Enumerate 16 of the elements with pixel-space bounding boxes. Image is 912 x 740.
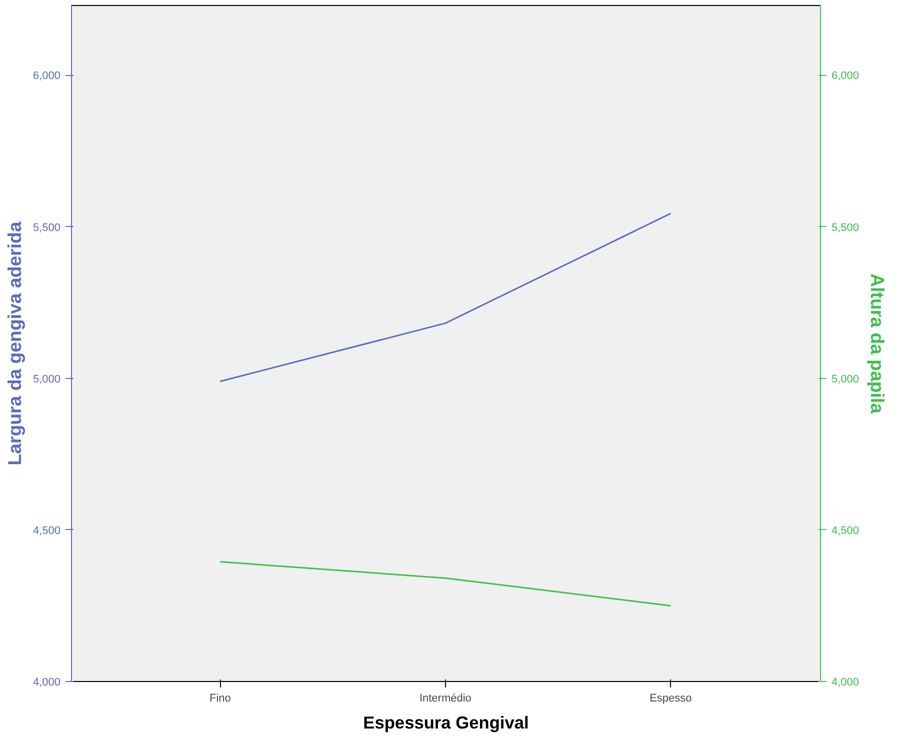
y-tick-label: 5,500 bbox=[32, 222, 61, 234]
y2-tick-label: 4,500 bbox=[832, 524, 860, 537]
x-tick-label: Espesso bbox=[650, 692, 692, 704]
x-tick-label: Fino bbox=[209, 692, 231, 704]
x-tick-label: Intermédio bbox=[419, 692, 472, 704]
y-tick-label: 4,000 bbox=[32, 676, 61, 688]
y-tick-label: 6,000 bbox=[32, 70, 61, 82]
y-tick-label: 4,500 bbox=[32, 524, 61, 537]
x-axis-title: Espessura Gengival bbox=[363, 712, 529, 732]
y2-tick-label: 6,000 bbox=[832, 70, 860, 82]
y2-tick-label: 4,000 bbox=[832, 676, 860, 688]
y2-tick-label: 5,000 bbox=[832, 373, 860, 386]
y2-tick-label: 5,500 bbox=[832, 222, 860, 234]
y2-axis-title: Altura da papila bbox=[867, 274, 888, 414]
y-axis-title: Largura da gengiva aderida bbox=[4, 221, 25, 466]
y-tick-label: 5,000 bbox=[32, 373, 61, 386]
